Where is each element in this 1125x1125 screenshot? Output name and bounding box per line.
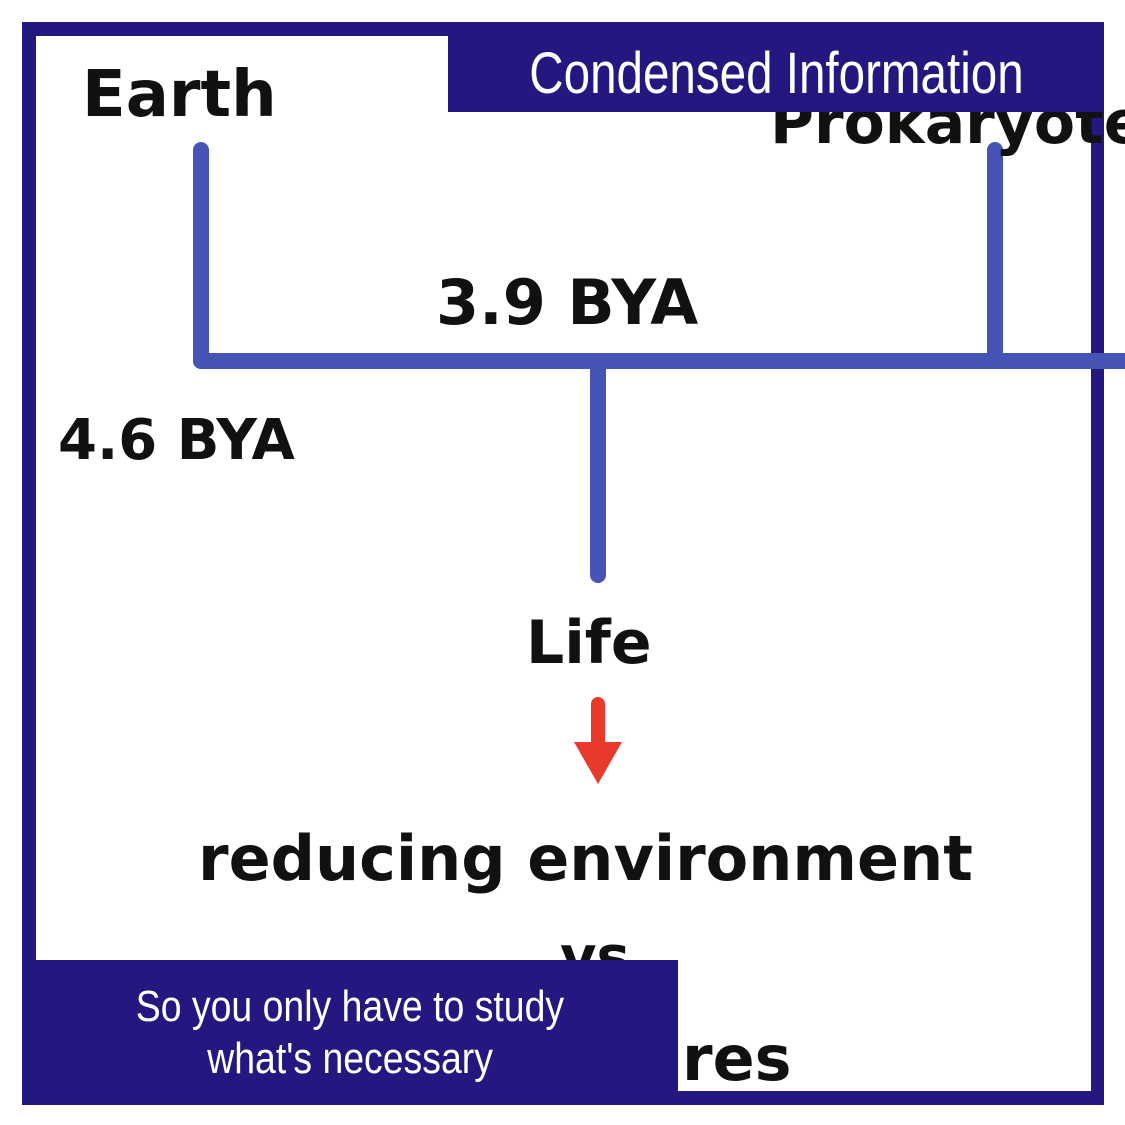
- environment-text: reducing environment: [198, 822, 973, 895]
- title-text: Condensed Information: [528, 40, 1024, 106]
- red-arrow-head: [574, 742, 622, 784]
- caption-line-1: So you only have to study: [135, 981, 565, 1031]
- caption-line-2: what's necessary: [207, 1033, 493, 1083]
- whiteboard-canvas: [36, 36, 1091, 1091]
- life-label: Life: [526, 608, 652, 678]
- life-date-label: 3.9 BYA: [436, 266, 699, 339]
- title-banner: Condensed Information: [448, 34, 1104, 112]
- partial-res-text: res: [682, 1022, 792, 1095]
- caption-banner: So you only have to study what's necessa…: [22, 960, 678, 1105]
- earth-date-label: 4.6 BYA: [58, 408, 295, 473]
- earth-label: Earth: [82, 58, 277, 132]
